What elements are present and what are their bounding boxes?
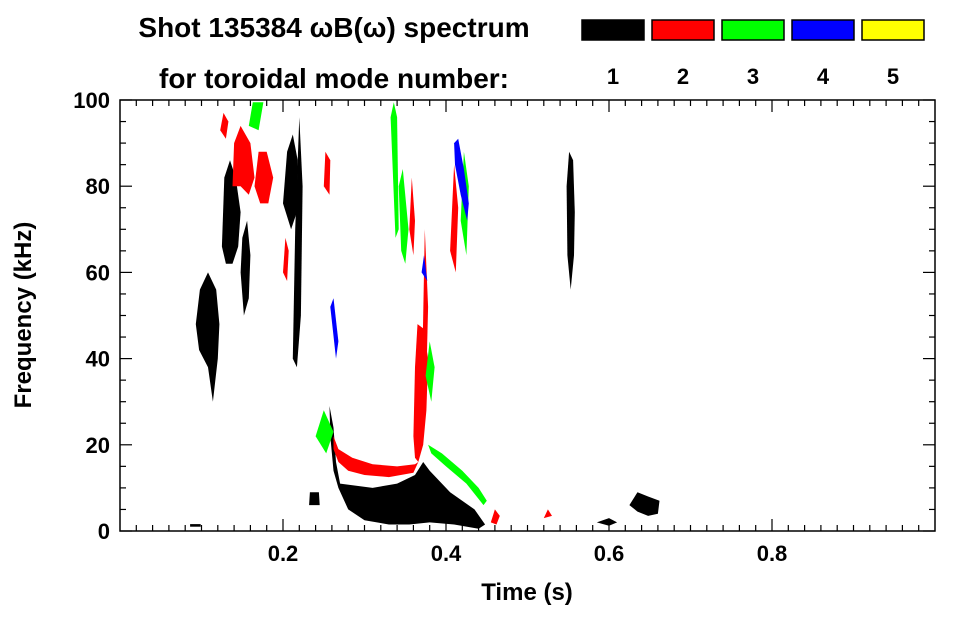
legend-label-4: 4 [817, 64, 830, 89]
mode-4-region [330, 298, 339, 359]
mode-3-region [315, 410, 334, 454]
mode-1-region [190, 524, 201, 527]
y-axis-label: Frequency (kHz) [10, 222, 37, 409]
mode-2-region [450, 164, 459, 273]
mode-1-region [195, 272, 220, 402]
mode-1-region [329, 406, 486, 529]
legend: 1 2 3 4 5 [581, 19, 925, 89]
mode-2-region [490, 509, 500, 525]
mode-2-region [220, 112, 229, 139]
mode-1-region [292, 117, 303, 368]
legend-label-2: 2 [677, 64, 689, 89]
y-tick-label: 20 [86, 433, 110, 458]
mode-3-region [390, 102, 399, 238]
mode-3-region [248, 102, 264, 131]
mode-2-region [254, 151, 274, 204]
y-tick-label: 40 [86, 347, 110, 372]
mode-2-region [543, 509, 552, 519]
spectral-regions [190, 102, 660, 529]
mode-1-region [283, 134, 298, 230]
mode-2-region [283, 237, 289, 281]
mode-1-region [596, 518, 618, 526]
y-tick-label: 80 [86, 174, 110, 199]
mode-1-region [629, 492, 660, 516]
mode-4-region [454, 138, 469, 221]
legend-label-3: 3 [747, 64, 759, 89]
x-tick-label: 0.8 [757, 541, 788, 566]
mode-2-region [232, 125, 255, 195]
x-tick-label: 0.2 [268, 541, 299, 566]
mode-3-region [425, 341, 435, 402]
y-tick-label: 60 [86, 260, 110, 285]
title-line-1: Shot 135384 ωB(ω) spectrum [138, 12, 529, 43]
legend-swatch-3 [721, 19, 785, 41]
legend-label-5: 5 [887, 64, 899, 89]
x-axis-label: Time (s) [481, 579, 573, 606]
title-line-2: for toroidal mode number: [159, 63, 509, 94]
mode-4-region [421, 255, 428, 281]
legend-swatch-2 [651, 19, 715, 41]
mode-1-region [309, 492, 320, 506]
legend-label-1: 1 [607, 64, 619, 89]
mode-1-region [566, 151, 575, 290]
mode-2-region [333, 436, 419, 478]
mode-2-region [421, 229, 429, 402]
mode-2-region [323, 151, 331, 195]
y-tick-label: 0 [98, 519, 110, 544]
x-tick-label: 0.4 [431, 541, 462, 566]
mode-1-region [240, 220, 251, 316]
legend-swatch-1 [581, 19, 645, 41]
axis-ticks: 0.2 0.4 0.6 0.8 0 20 40 60 80 100 [73, 88, 935, 566]
mode-2-region [409, 177, 415, 256]
legend-swatch-4 [791, 19, 855, 41]
mode-3-region [428, 444, 487, 506]
mode-3-region [398, 169, 409, 264]
y-tick-label: 100 [73, 88, 110, 113]
legend-swatch-5 [861, 19, 925, 41]
x-tick-label: 0.6 [594, 541, 625, 566]
